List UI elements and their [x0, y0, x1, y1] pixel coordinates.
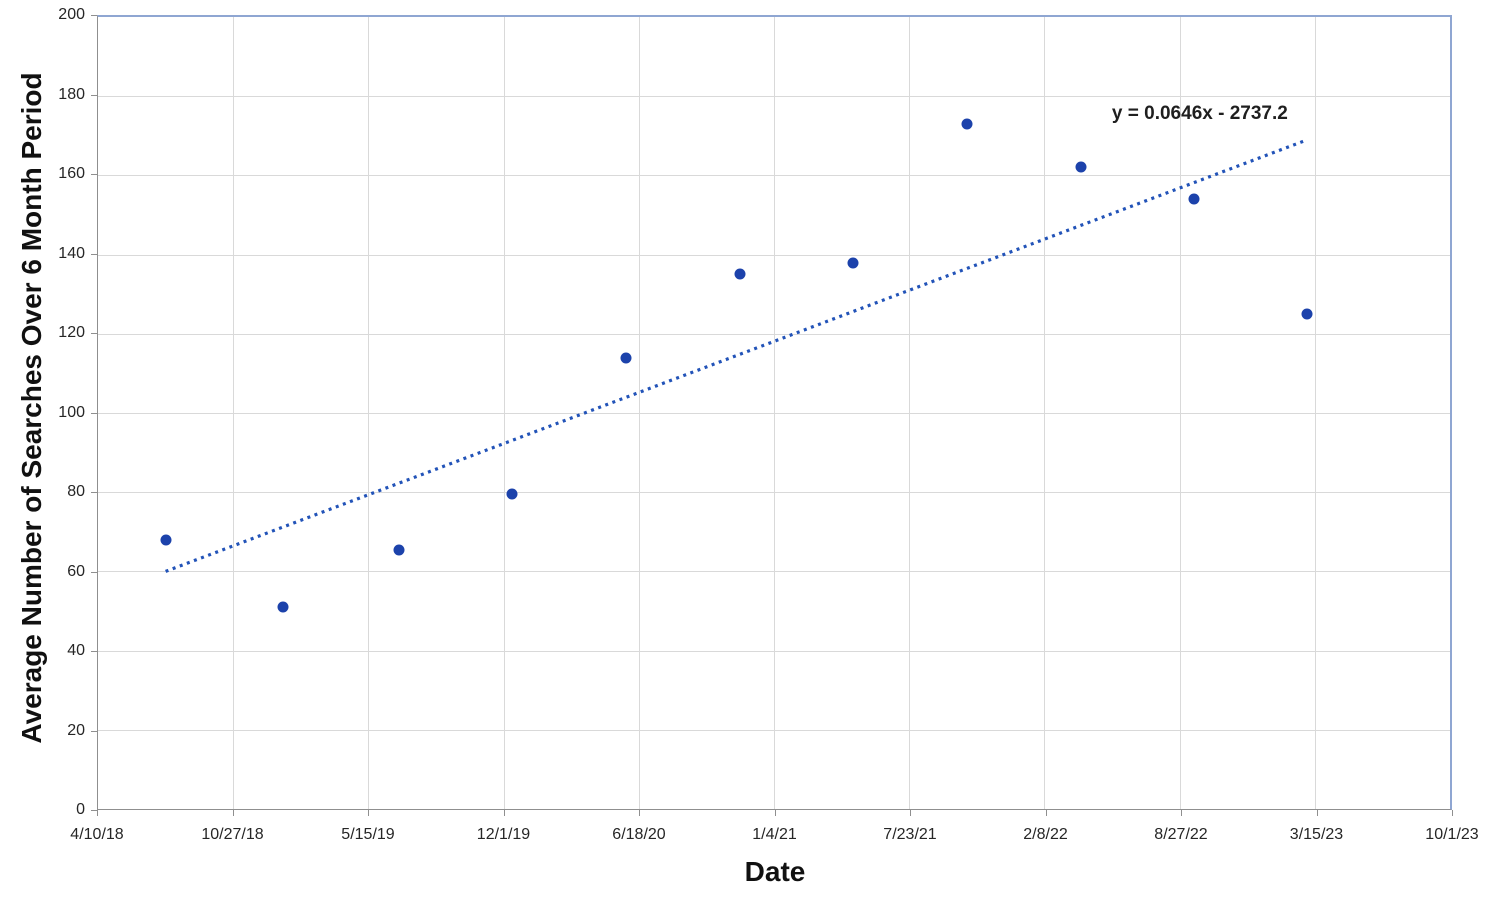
trendline-equation: y = 0.0646x - 2737.2 [1111, 103, 1288, 125]
horizontal-gridline [98, 650, 1450, 652]
x-axis-tick-label: 1/4/21 [752, 826, 797, 843]
horizontal-gridline [98, 729, 1450, 731]
trendline [165, 138, 1308, 573]
trendline-line [165, 138, 1308, 573]
y-axis-tick-mark [91, 492, 97, 493]
y-axis-tick-mark [91, 412, 97, 414]
x-axis-tick-mark [232, 810, 234, 816]
horizontal-gridline [98, 492, 1450, 494]
x-axis-tick-mark [503, 810, 505, 816]
x-axis-tick-label: 7/23/21 [883, 826, 937, 843]
x-axis-title: Date [744, 856, 806, 887]
x-axis-tick-label: 4/10/18 [70, 826, 124, 843]
y-axis-tick-label: 160 [58, 165, 85, 182]
horizontal-gridline [98, 96, 1450, 98]
y-axis-tick-label: 60 [67, 562, 85, 580]
horizontal-gridline [98, 571, 1450, 573]
data-point[interactable] [506, 488, 518, 500]
y-axis-tick-label: 80 [67, 483, 85, 500]
x-axis-tick-label: 5/15/19 [341, 826, 395, 843]
y-axis-tick-label: 120 [58, 324, 85, 341]
x-axis-tick-label: 2/8/22 [1023, 826, 1068, 843]
y-axis-tick-label: 140 [58, 244, 85, 262]
horizontal-gridline [98, 175, 1450, 177]
horizontal-gridline [98, 413, 1450, 414]
data-point[interactable] [1188, 193, 1200, 205]
x-axis-tick-label: 8/27/22 [1154, 826, 1208, 843]
data-point[interactable] [1075, 161, 1087, 173]
x-axis-tick-mark [1452, 810, 1453, 816]
y-axis-tick-label: 100 [58, 403, 85, 421]
data-point[interactable] [277, 601, 289, 613]
data-point[interactable] [393, 544, 405, 556]
x-axis-tick-mark [368, 810, 369, 816]
data-point[interactable] [961, 118, 973, 130]
data-point[interactable] [847, 257, 859, 269]
x-axis-tick-label: 3/15/23 [1289, 826, 1344, 843]
horizontal-gridline [98, 254, 1450, 256]
y-axis-tick-mark [91, 810, 97, 811]
y-axis-tick-mark [91, 253, 97, 255]
horizontal-gridline [98, 333, 1450, 335]
y-axis-tick-label: 200 [58, 6, 85, 23]
x-axis-tick-mark [639, 810, 640, 816]
x-axis-tick-label: 10/27/18 [201, 826, 264, 843]
y-axis-tick-label: 180 [58, 85, 85, 103]
y-axis-tick-mark [91, 94, 97, 96]
y-axis-tick-mark [91, 571, 97, 573]
plot-area: y = 0.0646x - 2737.2 [97, 15, 1452, 810]
x-axis-tick-label: 6/18/20 [612, 826, 666, 843]
data-point[interactable] [1301, 308, 1313, 320]
x-axis-tick-mark [97, 810, 98, 816]
x-axis-tick-mark [774, 810, 776, 816]
x-axis-tick-mark [910, 810, 911, 816]
y-axis-tick-mark [91, 730, 97, 732]
y-axis-tick-mark [91, 174, 97, 175]
x-axis-tick-label: 10/1/23 [1425, 826, 1479, 843]
x-axis-tick-mark [1045, 810, 1047, 816]
y-axis-tick-mark [91, 651, 97, 652]
data-point[interactable] [734, 268, 746, 280]
data-point[interactable] [620, 352, 632, 364]
y-axis-tick-mark [91, 333, 97, 334]
y-axis-tick-label: 20 [67, 721, 85, 739]
y-axis-tick-label: 40 [67, 642, 85, 659]
x-axis-tick-mark [1181, 810, 1182, 816]
x-axis-tick-mark [1316, 810, 1318, 816]
y-axis-tick-label: 0 [76, 801, 85, 818]
y-axis-tick-mark [91, 15, 97, 16]
data-point[interactable] [160, 534, 172, 546]
x-axis-tick-label: 12/1/19 [476, 826, 531, 843]
